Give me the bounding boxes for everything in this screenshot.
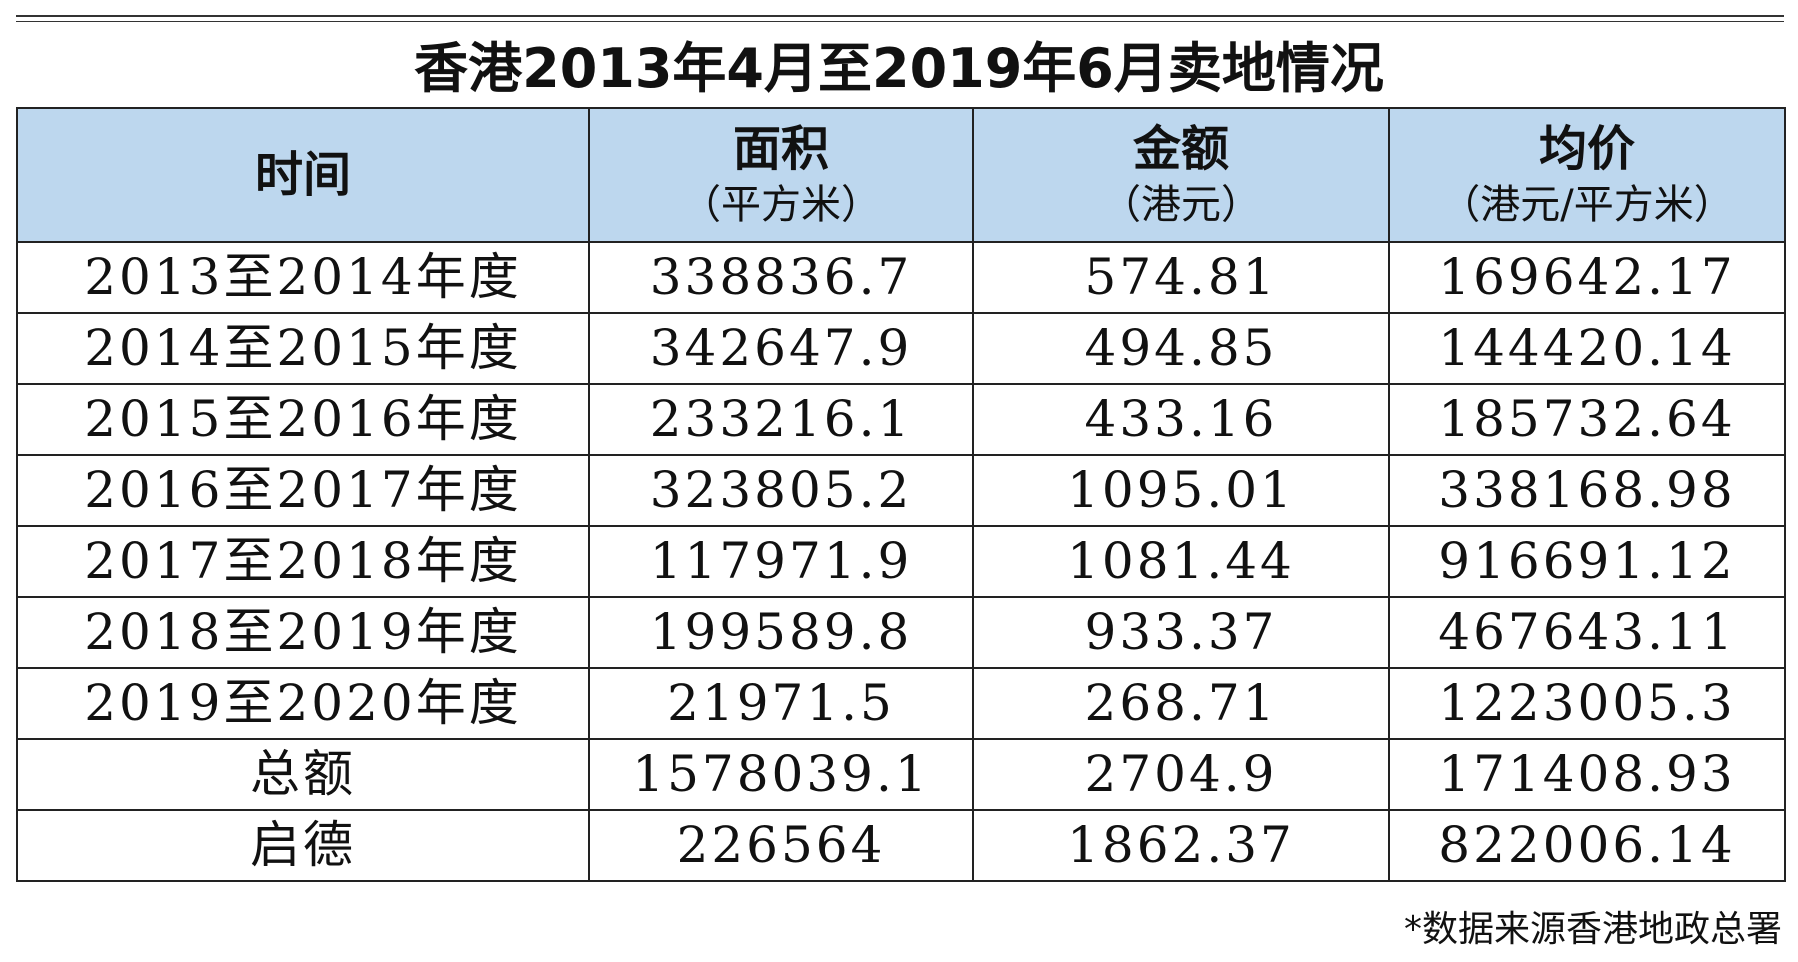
table-cell: 433.16: [972, 383, 1390, 456]
table-cell: 1095.01: [972, 454, 1390, 527]
table-cell: 338168.98: [1388, 454, 1786, 527]
table-cell: 启德: [16, 809, 590, 882]
table-cell: 171408.93: [1388, 738, 1786, 811]
table-row: 2015至2016年度 233216.1 433.16 185732.64: [16, 383, 1786, 456]
header-cell: 时间: [16, 107, 590, 243]
table-body: 2013至2014年度 338836.7 574.81 169642.17 2014至2…: [16, 241, 1786, 882]
table-row: 2013至2014年度 338836.7 574.81 169642.17: [16, 241, 1786, 314]
rule: [16, 15, 1784, 22]
table-cell: 199589.8: [588, 596, 974, 669]
title: 香港2013年4月至2019年6月卖地情况: [414, 37, 1384, 100]
table-row: 启德 226564 1862.37 822006.14: [16, 809, 1786, 882]
table-cell: 916691.12: [1388, 525, 1786, 598]
table-cell: 574.81: [972, 241, 1390, 314]
table-cell: 933.37: [972, 596, 1390, 669]
header-unit: （平方米）: [681, 182, 881, 228]
table-row: 总额 1578039.1 2704.9 171408.93: [16, 738, 1786, 811]
table-row: 2016至2017年度 323805.2 1095.01 338168.98: [16, 454, 1786, 527]
table-cell: 268.71: [972, 667, 1390, 740]
table-cell: 2016至2017年度: [16, 454, 590, 527]
table-cell: 总额: [16, 738, 590, 811]
header-name: 时间: [254, 147, 351, 203]
header-unit: （港元）: [1101, 182, 1261, 228]
header-unit: （港元/平方米）: [1440, 182, 1734, 228]
table-cell: 21971.5: [588, 667, 974, 740]
table-cell: 822006.14: [1388, 809, 1786, 882]
table-cell: 2018至2019年度: [16, 596, 590, 669]
table-cell: 494.85: [972, 312, 1390, 385]
table-cell: 2019至2020年度: [16, 667, 590, 740]
table-cell: 233216.1: [588, 383, 974, 456]
table-cell: 2704.9: [972, 738, 1390, 811]
table-cell: 1862.37: [972, 809, 1390, 882]
header-cell: 均价 （港元/平方米）: [1388, 107, 1786, 243]
table-cell: 2017至2018年度: [16, 525, 590, 598]
header-name: 金额: [1132, 121, 1229, 177]
table-cell: 226564: [588, 809, 974, 882]
table-cell: 185732.64: [1388, 383, 1786, 456]
table-row: 2019至2020年度 21971.5 268.71 1223005.3: [16, 667, 1786, 740]
table-cell: 467643.11: [1388, 596, 1786, 669]
header-name: 面积: [732, 121, 829, 177]
table-cell: 323805.2: [588, 454, 974, 527]
table-cell: 1223005.3: [1388, 667, 1786, 740]
header-name: 均价: [1538, 121, 1635, 177]
table-cell: 2015至2016年度: [16, 383, 590, 456]
header-cell: 金额 （港元）: [972, 107, 1390, 243]
table-cell: 2014至2015年度: [16, 312, 590, 385]
table-cell: 342647.9: [588, 312, 974, 385]
table-cell: 1081.44: [972, 525, 1390, 598]
table-cell: 117971.9: [588, 525, 974, 598]
table-cell: 2013至2014年度: [16, 241, 590, 314]
header-row: 时间 面积 （平方米） 金额 （港元） 均价 （港元/平方米）: [16, 107, 1786, 243]
table-row: 2017至2018年度 117971.9 1081.44 916691.12: [16, 525, 1786, 598]
table-row: 2018至2019年度 199589.8 933.37 467643.11: [16, 596, 1786, 669]
table-cell: 169642.17: [1388, 241, 1786, 314]
footnote: *数据来源香港地政总署: [1403, 909, 1782, 950]
table-row: 2014至2015年度 342647.9 494.85 144420.14: [16, 312, 1786, 385]
table-cell: 338836.7: [588, 241, 974, 314]
header-cell: 面积 （平方米）: [588, 107, 974, 243]
table-cell: 144420.14: [1388, 312, 1786, 385]
table-cell: 1578039.1: [588, 738, 974, 811]
table: 时间 面积 （平方米） 金额 （港元） 均价 （港元/平方米） 2013至2014年度 338…: [16, 107, 1786, 882]
